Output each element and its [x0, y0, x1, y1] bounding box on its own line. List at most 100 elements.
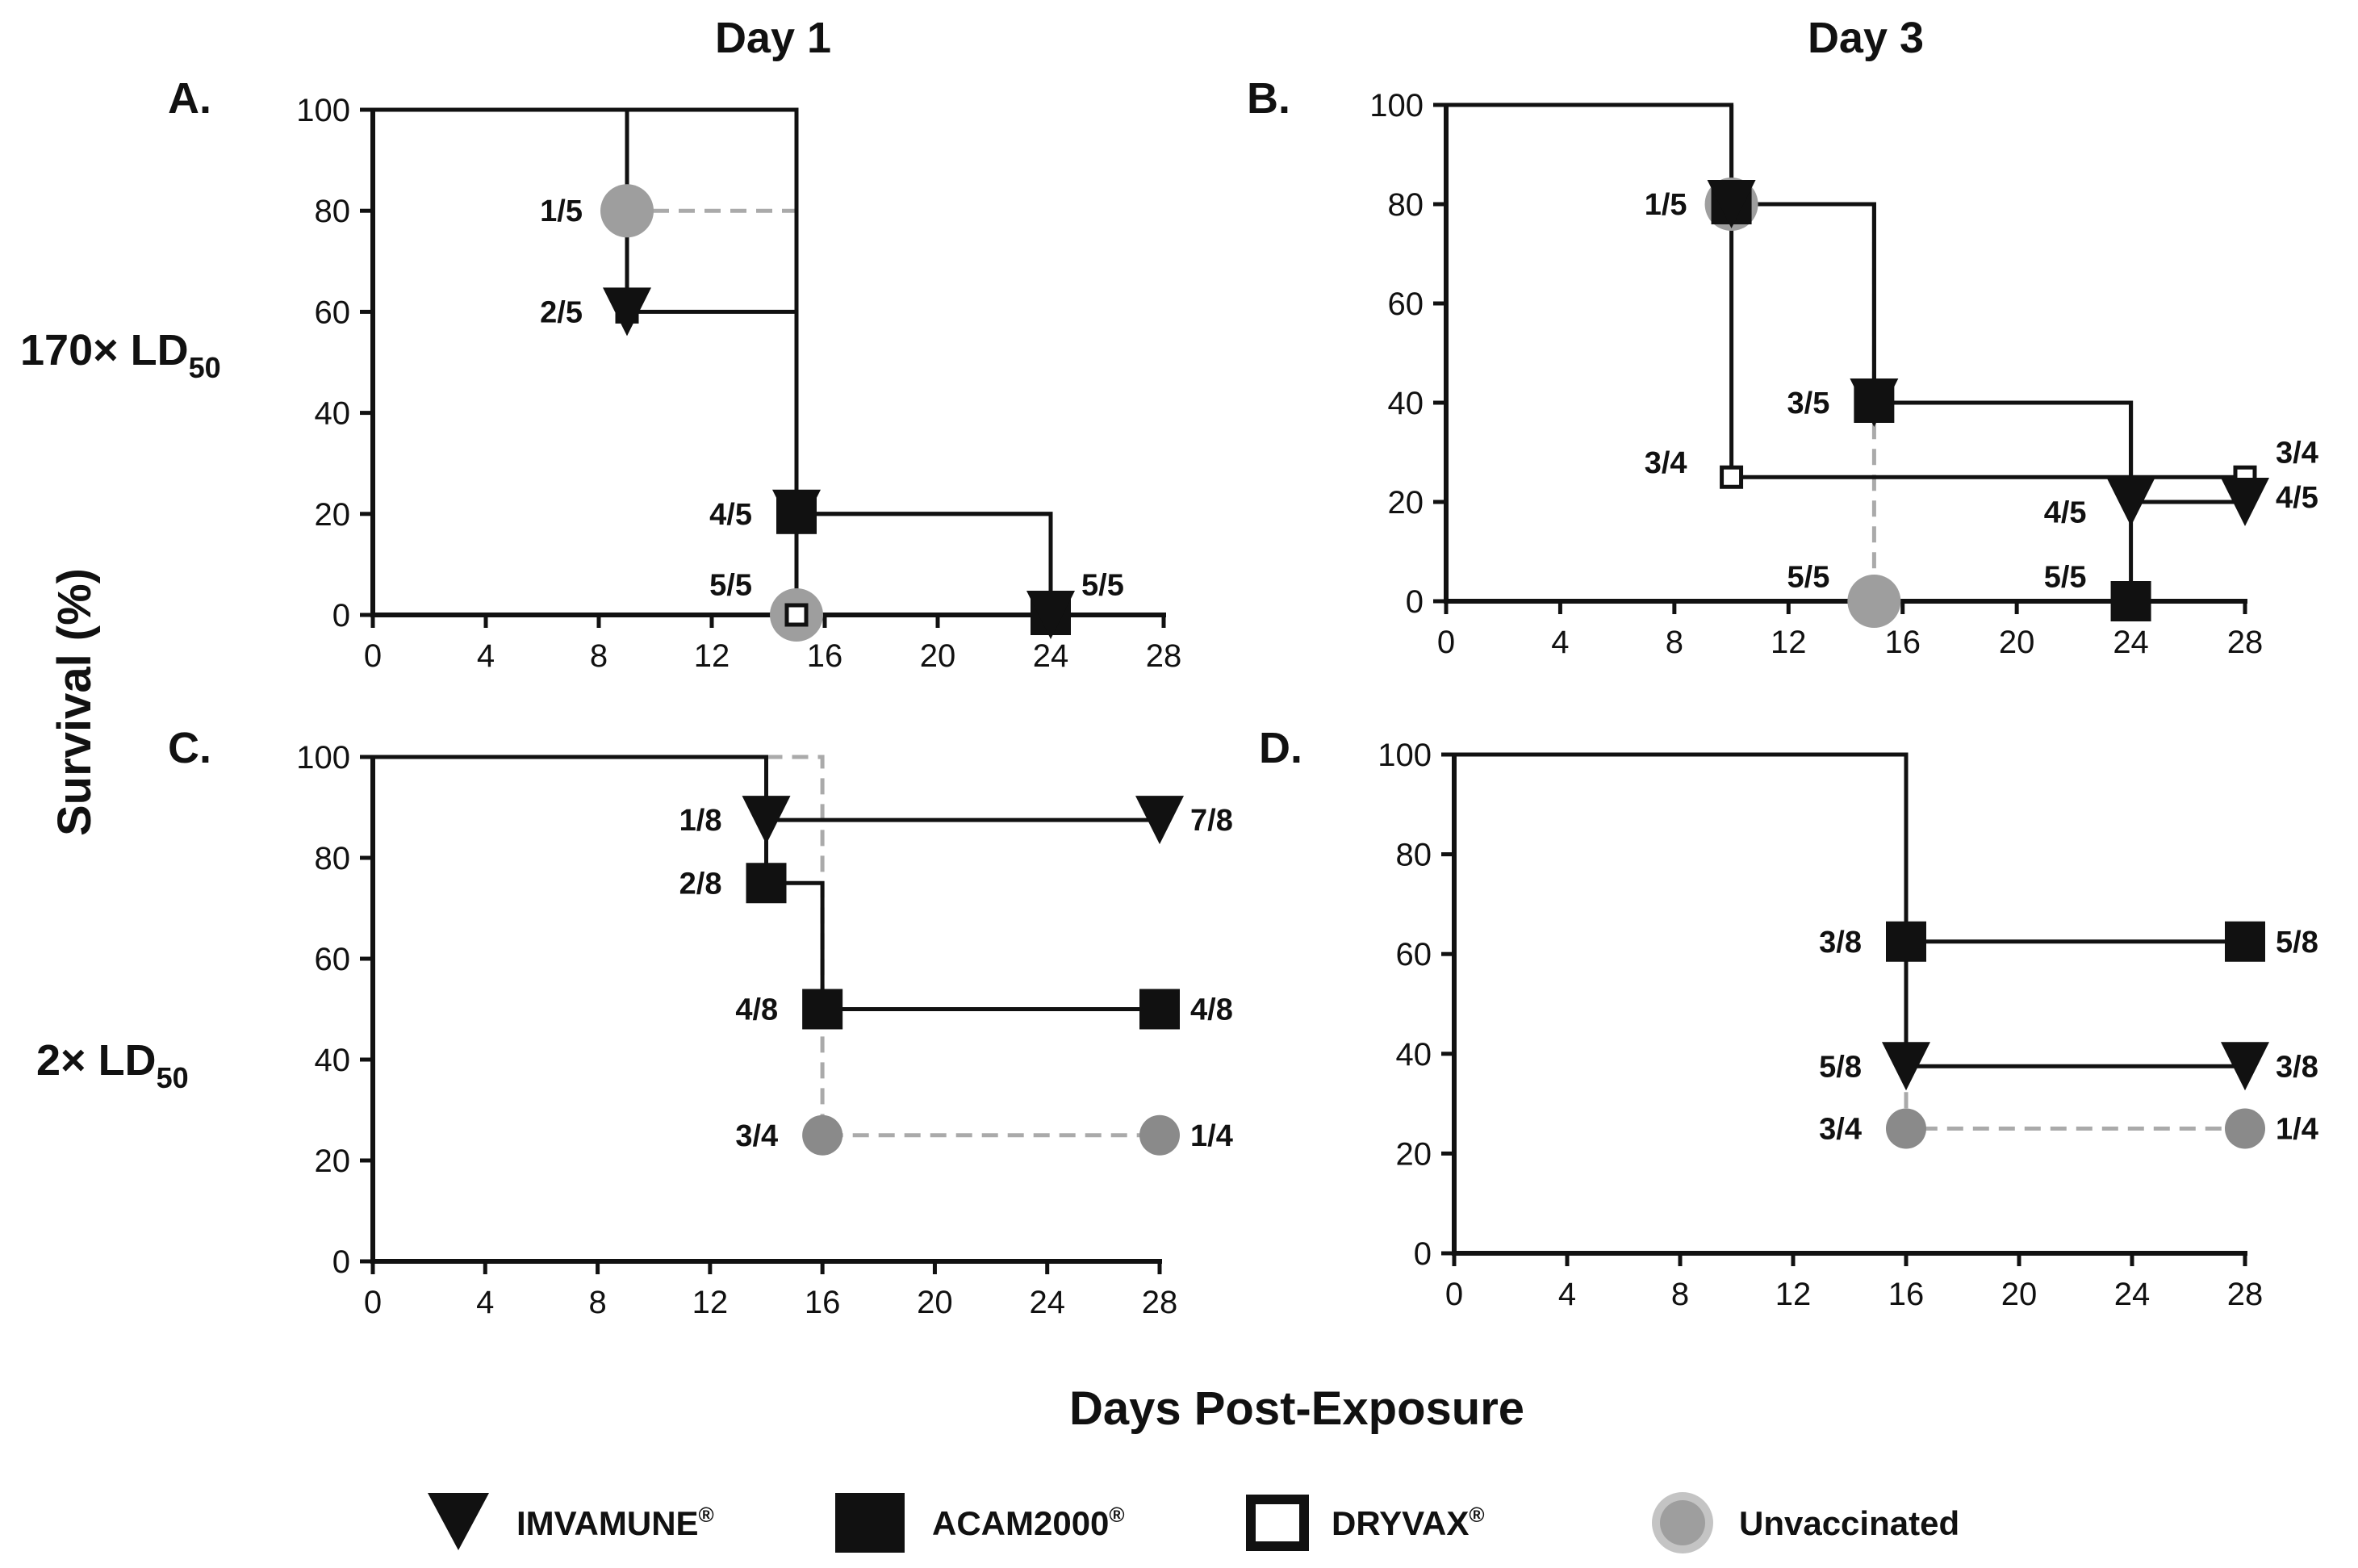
marker-d-acam2000-0-square-icon	[1886, 921, 1926, 962]
y-tick-label-d-100: 100	[1378, 738, 1432, 773]
annotation-a-3: 5/5	[709, 568, 752, 602]
annotation-b-1: 3/5	[1787, 387, 1830, 420]
legend-marker-dryvax	[1246, 1495, 1309, 1551]
legend-label-dryvax-text: DRYVAX	[1332, 1504, 1469, 1542]
marker-b-acam2000-2-square-icon	[2110, 581, 2151, 621]
x-tick-label-a-16: 16	[807, 638, 843, 674]
annotation-c-1: 2/8	[679, 867, 722, 901]
legend-label-acam2000: ACAM2000®	[932, 1503, 1125, 1542]
x-tick-label-d-8: 8	[1671, 1277, 1689, 1312]
y-tick-label-a-100: 100	[296, 93, 350, 128]
x-tick-label-a-28: 28	[1146, 638, 1182, 674]
panel-letter-b: B.	[1247, 74, 1290, 123]
x-tick-label-a-20: 20	[920, 638, 956, 674]
marker-a-imvamune-early-0-triangle-icon	[603, 287, 651, 337]
marker-c-acam2000-2-square-icon	[1139, 989, 1180, 1030]
x-tick-label-d-4: 4	[1558, 1277, 1576, 1312]
y-tick-label-a-20: 20	[315, 497, 351, 533]
marker-b-imvamune-1-triangle-icon	[1850, 378, 1899, 427]
x-tick-label-d-0: 0	[1445, 1277, 1463, 1312]
annotation-b-4: 5/5	[1787, 560, 1830, 594]
x-tick-label-c-28: 28	[1142, 1285, 1178, 1320]
panel-letter-d: D.	[1259, 724, 1302, 772]
panel-b: B. 0 4 8 12 16 20 24 28 0 20 40 60 80 100 1/5 3/5 3/4 4/5 5…	[1247, 74, 2318, 660]
column-title-day-3: Day 3	[1808, 14, 1924, 62]
column-title-day-1: Day 1	[715, 14, 831, 62]
legend-label-unvaccinated-text: Unvaccinated	[1739, 1504, 1959, 1542]
legend-label-dryvax-sup: ®	[1469, 1503, 1484, 1527]
legend-label-acam2000-text: ACAM2000	[932, 1504, 1109, 1542]
x-tick-label-b-8: 8	[1666, 625, 1683, 660]
x-tick-label-c-0: 0	[364, 1285, 382, 1320]
legend: IMVAMUNE® ACAM2000® DRYVAX® Unvaccinated	[428, 1492, 1959, 1553]
marker-b-unvaccinated-1-circle-icon	[1847, 575, 1901, 628]
x-tick-label-b-20: 20	[1999, 625, 2035, 660]
y-tick-label-b-40: 40	[1388, 386, 1424, 421]
legend-label-imvamune: IMVAMUNE®	[516, 1503, 714, 1542]
y-tick-label-d-40: 40	[1396, 1037, 1432, 1073]
annotation-d-1: 5/8	[1819, 1050, 1862, 1084]
y-tick-label-a-80: 80	[315, 194, 351, 229]
annotation-b-7: 4/5	[2276, 481, 2318, 515]
x-tick-label-c-20: 20	[917, 1285, 953, 1320]
row-label-170x-main: 170× LD	[20, 326, 189, 374]
x-axis-title: Days Post-Exposure	[1069, 1382, 1524, 1435]
legend-marker-acam2000	[835, 1493, 905, 1553]
x-tick-label-b-4: 4	[1551, 625, 1569, 660]
annotation-d-2: 3/4	[1819, 1113, 1862, 1147]
panel-a: A. 0 4 8 12 16 20 24 28 0 20 40 60 80 100 1/5 2/5 4/5 5/5 5…	[168, 74, 1181, 674]
annotation-a-2: 4/5	[709, 498, 752, 532]
annotation-d-5: 1/4	[2276, 1113, 2318, 1147]
annotation-a-4: 5/5	[1081, 568, 1124, 602]
legend-label-acam2000-sup: ®	[1109, 1503, 1124, 1527]
marker-d-acam2000-1-square-icon	[2225, 921, 2265, 962]
annotation-b-5: 5/5	[2044, 560, 2087, 594]
y-tick-label-d-0: 0	[1414, 1236, 1432, 1272]
annotation-c-2: 4/8	[735, 993, 778, 1027]
legend-label-dryvax: DRYVAX®	[1332, 1503, 1485, 1542]
marker-c-unvaccinated-1-circle-icon	[1139, 1114, 1180, 1156]
y-tick-label-c-40: 40	[315, 1043, 351, 1078]
panel-c: C. 0 4 8 12 16 20 24 28 0 20 40 60 80 100 1/8 2/8 4/8 3/4 7…	[168, 724, 1233, 1320]
marker-d-imvamune-1-triangle-icon	[2221, 1042, 2269, 1091]
row-label-170x: 170× LD50	[20, 326, 221, 384]
y-tick-label-a-60: 60	[315, 295, 351, 330]
marker-a-imvamune-0-triangle-icon	[772, 489, 821, 538]
annotation-a-1: 2/5	[540, 295, 583, 329]
y-axis-title: Survival (%)	[48, 568, 101, 836]
x-tick-label-d-28: 28	[2227, 1277, 2264, 1312]
legend-label-imvamune-text: IMVAMUNE	[516, 1504, 699, 1542]
y-tick-label-c-60: 60	[315, 942, 351, 977]
marker-d-unvaccinated-0-circle-icon	[1886, 1108, 1926, 1149]
marker-b-dryvax-0-open-square-icon	[1720, 465, 1744, 489]
annotation-c-6: 1/4	[1190, 1119, 1233, 1153]
x-tick-label-a-12: 12	[694, 638, 730, 674]
panel-letter-a: A.	[168, 74, 211, 123]
legend-marker-unvaccinated	[1660, 1500, 1705, 1545]
y-tick-label-b-60: 60	[1388, 286, 1424, 322]
y-tick-label-c-80: 80	[315, 841, 351, 876]
legend-label-imvamune-sup: ®	[699, 1503, 714, 1527]
marker-a-dryvax-1-open-square-icon	[784, 603, 809, 627]
row-label-2x-main: 2× LD	[36, 1036, 157, 1085]
marker-b-imvamune-2-triangle-icon	[2106, 478, 2155, 526]
marker-c-acam2000-1-square-icon	[802, 989, 843, 1030]
y-tick-label-d-80: 80	[1396, 838, 1432, 873]
marker-c-imvamune-0-triangle-icon	[742, 796, 791, 845]
x-tick-label-a-24: 24	[1033, 638, 1069, 674]
x-tick-label-c-8: 8	[588, 1285, 606, 1320]
x-tick-label-b-28: 28	[2227, 625, 2264, 660]
annotation-c-5: 4/8	[1190, 993, 1233, 1027]
x-tick-label-a-4: 4	[477, 638, 495, 674]
y-tick-label-a-40: 40	[315, 396, 351, 432]
annotation-d-4: 3/8	[2276, 1050, 2318, 1084]
x-tick-label-d-20: 20	[2001, 1277, 2038, 1312]
y-tick-label-a-0: 0	[332, 598, 350, 633]
marker-b-imvamune-3-triangle-icon	[2221, 478, 2269, 526]
annotation-b-2: 3/4	[1645, 446, 1687, 480]
marker-c-acam2000-0-square-icon	[746, 863, 787, 904]
x-tick-label-b-12: 12	[1771, 625, 1807, 660]
